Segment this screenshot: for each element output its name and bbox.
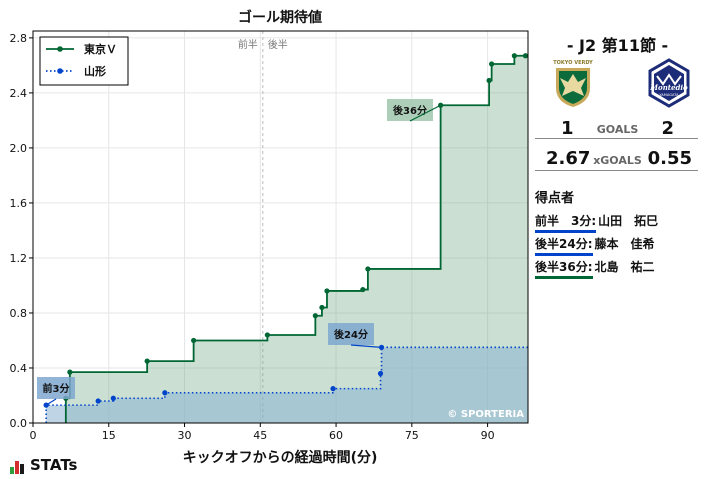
goal-annotation-label: 後36分 [393,104,427,117]
scorer-time: 前半 3分: [535,212,597,233]
goal-annotation-label: 前3分 [43,382,70,395]
divider [535,170,698,171]
y-tick-label: 1.6 [10,197,28,210]
series-area [46,347,528,423]
x-axis-label: キックオフからの経過時間(分) [183,449,378,466]
data-point [319,304,325,311]
match-title: - J2 第11節 - [566,36,669,55]
data-point [110,395,116,401]
x-tick-label: 90 [481,429,495,442]
home-goals: 1 [561,118,574,139]
goal-annotation-box [37,377,75,399]
scorer-row: 前半 3分: 山田 拓巳 [535,212,658,233]
chart-title: ゴール期待値 [238,9,322,26]
goals-row: 1 GOALS 2 [535,118,700,144]
xgoals-row: 2.67 xGOALS 0.55 [535,148,700,174]
scorer-name: 藤本 佳希 [594,237,655,251]
data-point [365,266,371,272]
away-team-logo: Montedio YAMAGATA [646,58,692,108]
halftime-label: 前半 後半 [238,38,288,51]
x-tick-label: 30 [178,429,192,442]
away-goals: 2 [661,118,674,139]
goal-annotation-box [328,323,374,345]
away-xgoals: 0.55 [647,148,692,169]
series-area [65,55,528,423]
scorer-row: 後半24分: 藤本 佳希 [535,235,655,256]
scorers-heading: 得点者 [535,191,575,206]
data-point [330,386,336,392]
xgoals-label: xGOALS [593,154,642,167]
y-tick-label: 1.2 [10,252,28,265]
goal-annotation-pointer [45,398,57,406]
x-tick-label: 75 [405,429,419,442]
watermark: © SPORTERIA [447,409,524,420]
x-tick-label: 60 [329,429,343,442]
data-point [67,369,73,375]
stats-bars-icon [10,460,24,474]
legend-marker [57,46,63,52]
scorer-time: 後半24分: [535,235,593,256]
y-tick-label: 0.4 [10,362,28,375]
legend-marker [57,68,63,74]
data-point [312,313,318,319]
data-point [162,390,168,396]
scorer-row: 後半36分: 北島 祐二 [535,258,655,279]
data-point [324,288,330,294]
scorer-name: 北島 祐二 [594,260,655,274]
data-point [95,398,101,404]
legend-label: 山形 [84,64,106,78]
data-point [489,61,495,67]
data-point [378,344,385,350]
goal-annotation-pointer [409,104,441,122]
divider [535,138,698,139]
home-team-logo: TOKYO VERDY [550,58,596,108]
data-point [144,358,150,364]
data-point [377,370,384,377]
data-point [264,332,270,338]
goals-label: GOALS [596,123,639,136]
data-point [486,77,492,84]
y-tick-label: 2.0 [10,142,28,155]
home-xgoals: 2.67 [546,148,591,169]
scorer-name: 山田 拓巳 [598,214,659,228]
goal-annotation-label: 後24分 [334,328,368,341]
y-tick-label: 0.0 [10,417,28,430]
home-logo-text: TOKYO VERDY [553,60,593,66]
x-tick-label: 0 [30,429,37,442]
stats-logo: STATs [10,456,77,474]
y-tick-label: 2.8 [10,32,28,45]
stats-label: STATs [30,456,78,474]
x-tick-label: 45 [253,429,267,442]
data-point [522,53,529,59]
y-tick-label: 0.8 [10,307,28,320]
legend-box [39,36,129,86]
goal-annotation-pointer [350,344,382,348]
legend-label: 東京Ｖ [84,42,117,56]
data-point [191,337,197,344]
y-tick-label: 2.4 [10,87,28,100]
plot-frame [32,30,529,424]
data-point [360,286,366,293]
legend: 東京Ｖ 山形 [39,36,129,86]
data-point [511,53,517,59]
away-logo-text: Montedio [649,83,688,92]
x-tick-label: 15 [102,429,116,442]
scorer-time: 後半36分: [535,258,593,279]
away-logo-subtext: YAMAGATA [659,93,679,97]
